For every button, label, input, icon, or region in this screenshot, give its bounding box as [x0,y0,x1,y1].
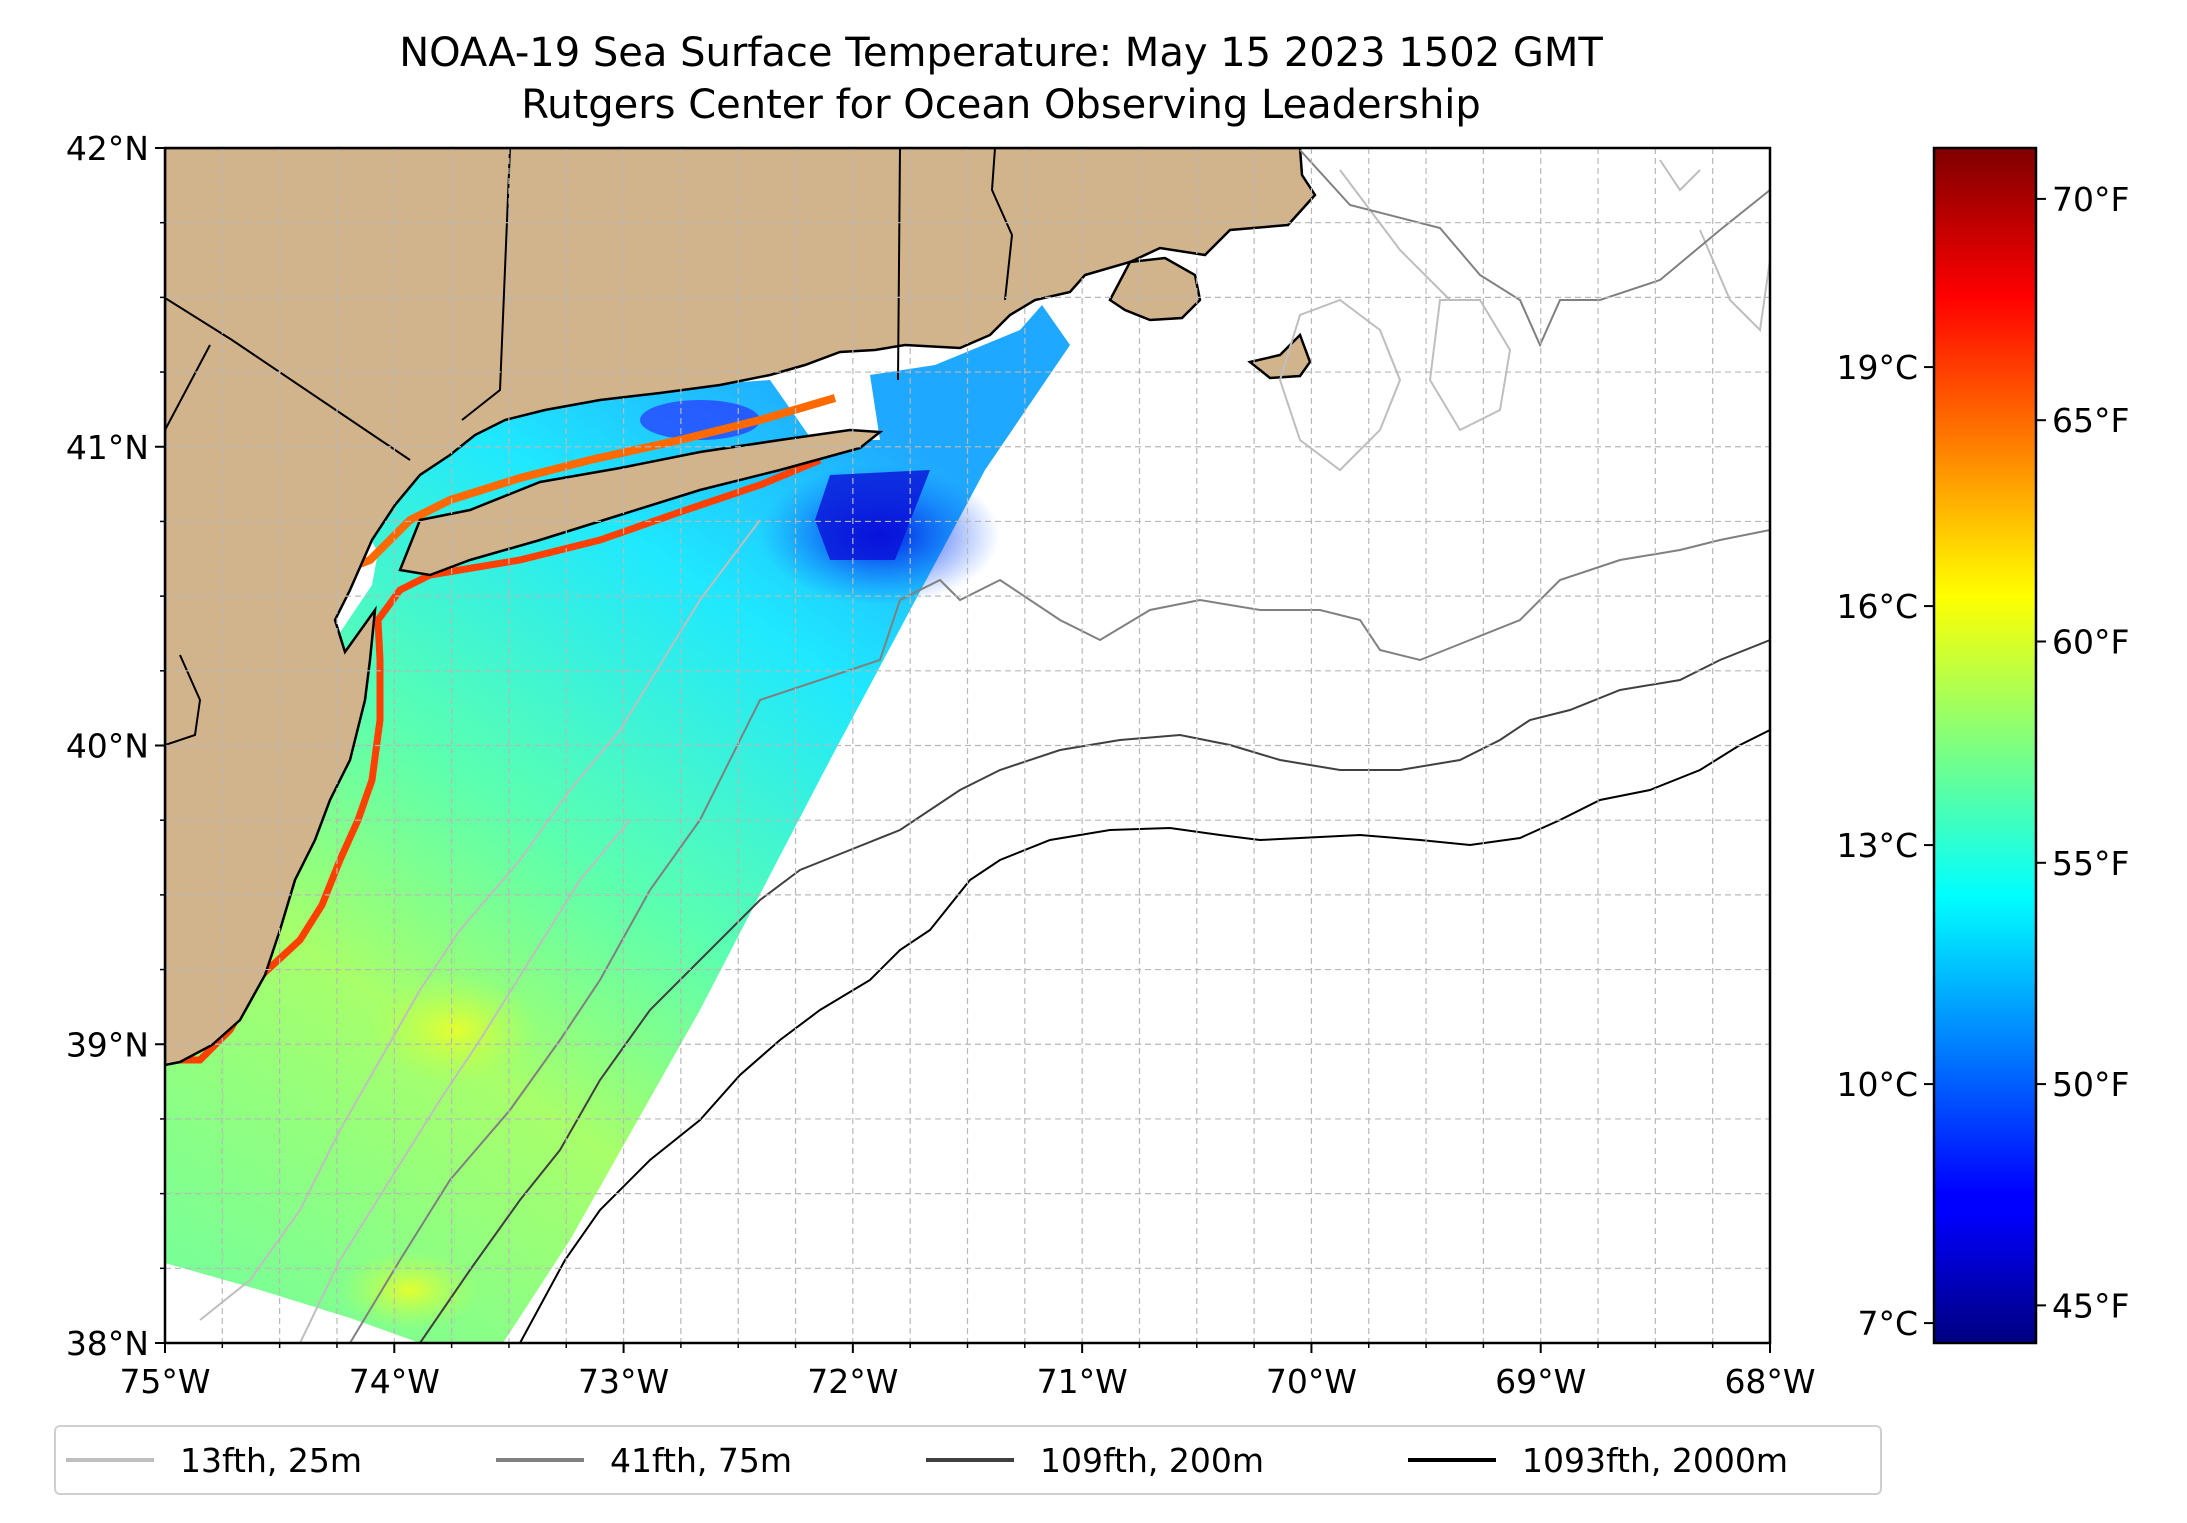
colorbar-gradient [1932,146,2038,1345]
bathymetry-2000m [519,729,1770,1343]
legend-swatch-25m [66,1458,154,1462]
state-borders [165,148,1014,746]
lat-tick-label: 41°N [66,428,149,467]
fahrenheit-tick-label: 65°F [2052,401,2129,440]
lon-tick-label: 69°W [1495,1362,1586,1401]
legend-item-25m: 13fth, 25m [66,1427,362,1493]
bathymetry-legend: 13fth, 25m 41fth, 75m 109fth, 200m 1093f… [54,1425,1882,1495]
lat-tick-label: 40°N [66,727,149,766]
legend-label-200m: 109fth, 200m [1040,1440,1264,1480]
figure-title-line2: Rutgers Center for Ocean Observing Leade… [521,82,1481,128]
legend-item-75m: 41fth, 75m [496,1427,792,1493]
lat-tick-label: 39°N [66,1025,149,1064]
colorbar-fahrenheit-ticks: 45°F 50°F 55°F 60°F 65°F 70°F [2036,180,2129,1325]
lon-tick-label: 68°W [1724,1362,1815,1401]
legend-label-25m: 13fth, 25m [180,1440,362,1480]
lat-tick-label: 42°N [66,129,149,168]
legend-item-200m: 109fth, 200m [926,1427,1264,1493]
celsius-tick-label: 10°C [1836,1065,1918,1104]
bathymetry-25m [199,159,1770,1343]
land [165,148,1317,1067]
fahrenheit-tick-label: 45°F [2052,1286,2129,1325]
legend-label-2000m: 1093fth, 2000m [1522,1440,1788,1480]
map-area [165,148,1770,1343]
latitude-axis: 42°N 41°N 40°N 39°N 38°N [66,129,165,1363]
long-island [398,428,884,577]
celsius-tick-label: 16°C [1836,587,1918,626]
map-gridlines [165,148,1770,1343]
legend-swatch-75m [496,1458,584,1462]
legend-swatch-200m [926,1458,1014,1462]
fahrenheit-tick-label: 60°F [2052,622,2129,661]
lon-tick-label: 72°W [807,1362,898,1401]
figure-title-line1: NOAA-19 Sea Surface Temperature: May 15 … [399,30,1603,76]
bathymetry-75m [349,149,1770,1343]
longitude-axis: 75°W 74°W 73°W 72°W 71°W 70°W 69°W 68°W [119,1343,1816,1401]
legend-swatch-2000m [1408,1458,1496,1462]
legend-item-2000m: 1093fth, 2000m [1408,1427,1788,1493]
lon-tick-label: 75°W [119,1362,210,1401]
sst-swath [165,199,1070,1343]
celsius-tick-label: 7°C [1857,1304,1918,1343]
celsius-tick-label: 13°C [1836,826,1918,865]
lat-tick-label: 38°N [66,1324,149,1363]
fahrenheit-tick-label: 50°F [2052,1065,2129,1104]
fahrenheit-tick-label: 55°F [2052,844,2129,883]
colorbar-celsius-ticks: 7°C 10°C 13°C 16°C 19°C [1836,348,1934,1343]
lon-tick-label: 70°W [1266,1362,1357,1401]
colorbar: 7°C 10°C 13°C 16°C 19°C 45°F 50°F 55°F 60°F 65°F… [1836,146,2129,1345]
legend-label-75m: 41fth, 75m [610,1440,792,1480]
lon-tick-label: 71°W [1037,1362,1128,1401]
celsius-tick-label: 19°C [1836,348,1918,387]
lon-tick-label: 74°W [349,1362,440,1401]
fahrenheit-tick-label: 70°F [2052,180,2129,219]
lon-tick-label: 73°W [578,1362,669,1401]
